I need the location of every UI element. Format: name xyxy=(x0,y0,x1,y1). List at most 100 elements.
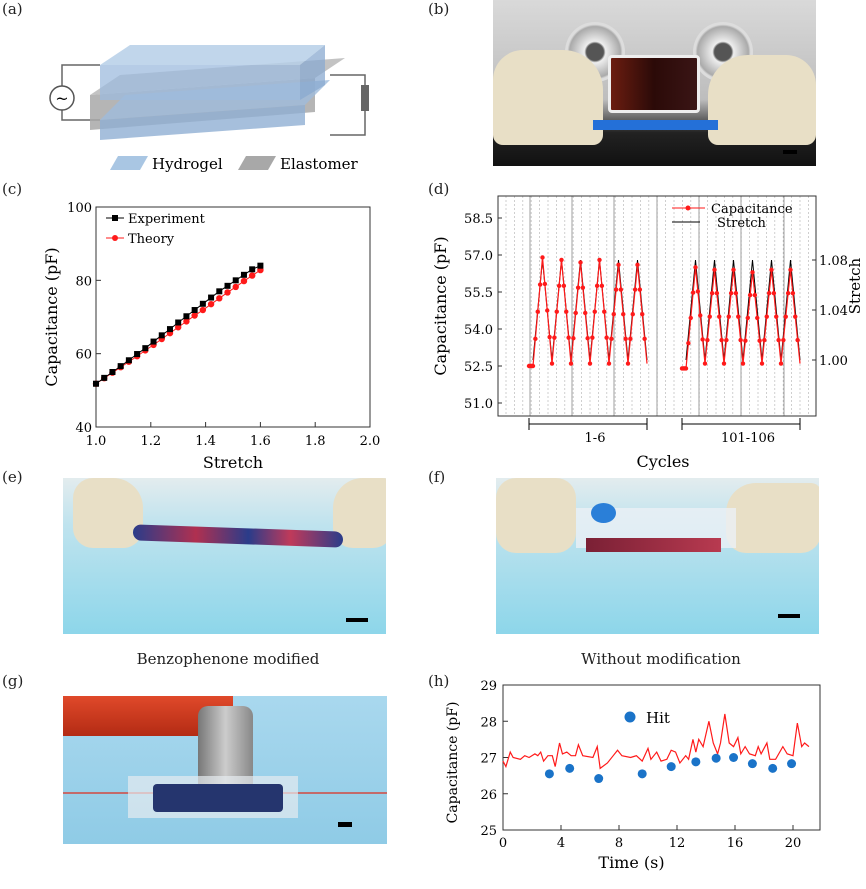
panel-label-g: (g) xyxy=(2,672,24,690)
hit-point xyxy=(594,774,604,784)
hydrogel-legend-swatch xyxy=(110,156,148,170)
capacitance-point xyxy=(705,337,710,343)
data-point xyxy=(199,300,206,307)
legend-hydrogel: Hydrogel xyxy=(152,155,223,173)
sensor-schematic: ~ Hydrogel Elastomer xyxy=(49,45,369,173)
capacitance-point xyxy=(747,292,753,298)
data-point xyxy=(240,277,248,285)
x-axis-label: Stretch xyxy=(203,453,263,470)
x-tick-label: 4 xyxy=(557,836,565,851)
chart-h-hammer-hits: 0 4 8 12 16 20 25 26 27 28 29 Time (s) Capacitance (… xyxy=(445,680,821,872)
panel-label-d: (d) xyxy=(428,180,450,198)
capacitance-point xyxy=(556,283,562,289)
capacitance-point xyxy=(783,314,788,319)
scale-bar xyxy=(778,614,800,618)
capacitance-point xyxy=(785,291,791,296)
capacitance-point xyxy=(721,361,727,366)
hit-point xyxy=(544,769,554,779)
plot-frame xyxy=(95,206,371,428)
data-point xyxy=(109,369,116,375)
capacitance-point xyxy=(635,262,640,268)
y2-tick-label: 1.04 xyxy=(819,304,848,319)
panel-label-a: (a) xyxy=(2,0,23,18)
y-tick-label: 60 xyxy=(75,348,92,363)
capacitance-point xyxy=(731,267,736,272)
capacitance-point xyxy=(625,361,631,366)
capacitance-point xyxy=(755,315,760,321)
capacitance-point xyxy=(790,291,796,296)
data-point xyxy=(216,288,223,295)
capacitance-point xyxy=(714,291,720,296)
data-point xyxy=(183,318,190,325)
capacitance-point xyxy=(552,335,557,340)
capacitance-point xyxy=(764,314,769,319)
legend-elastomer: Elastomer xyxy=(280,155,359,173)
capacitance-point xyxy=(602,309,607,314)
capacitance-point xyxy=(640,312,645,317)
capacitance-point xyxy=(717,314,722,319)
capacitance-point xyxy=(688,315,693,321)
hit-point xyxy=(637,769,647,779)
caption-e: Benzophenone modified xyxy=(136,650,320,668)
capacitance-point xyxy=(566,335,571,340)
legend-marker xyxy=(112,215,118,221)
y-tick-label: 52.5 xyxy=(464,360,493,375)
capacitance-point xyxy=(778,361,784,366)
capacitance-point xyxy=(757,338,762,343)
capacitance-point xyxy=(695,289,701,294)
y-tick-label: 55.5 xyxy=(464,286,493,301)
legend-label: Hit xyxy=(646,709,670,727)
data-point xyxy=(117,363,124,370)
capacitance-point xyxy=(795,337,800,343)
photo-benzophenone-modified xyxy=(63,478,386,634)
capacitance-point xyxy=(547,334,552,340)
capacitance-point xyxy=(575,285,581,290)
y-tick-label: 57.0 xyxy=(464,249,493,264)
capacitance-point xyxy=(554,309,559,314)
capacitance-point xyxy=(537,282,543,287)
capacitance-point xyxy=(599,283,605,289)
hit-point xyxy=(711,753,721,763)
data-point xyxy=(257,262,264,269)
photo-without-modification xyxy=(496,478,819,634)
capacitance-point xyxy=(592,309,597,314)
data-point xyxy=(248,272,256,279)
data-point xyxy=(191,312,198,319)
capacitance-point xyxy=(630,312,635,317)
capacitance-point xyxy=(690,290,696,295)
capacitance-point xyxy=(769,267,774,272)
data-point xyxy=(175,324,182,331)
x-tick-label: 8 xyxy=(615,836,623,851)
capacitance-point xyxy=(609,336,614,342)
capacitance-point xyxy=(724,337,729,343)
capacitance-point xyxy=(587,361,593,366)
capacitance-line xyxy=(502,713,810,770)
capacitance-point xyxy=(712,267,717,272)
chart-c-capacitance-vs-stretch: 1.0 1.2 1.4 1.6 1.8 2.0 40 60 80 100 Stretch Capaci… xyxy=(42,201,380,470)
plot-frame xyxy=(497,195,817,417)
x-tick-label: 1.2 xyxy=(140,434,161,449)
capacitance-point xyxy=(733,291,739,296)
legend-label: Capacitance xyxy=(711,202,793,217)
hit-point xyxy=(729,753,739,762)
hit-point xyxy=(565,763,575,773)
legend-marker xyxy=(112,235,118,241)
capacitance-point xyxy=(606,361,612,366)
data-point xyxy=(150,338,157,345)
data-point xyxy=(207,300,215,308)
y-tick-label: 58.5 xyxy=(464,212,493,227)
capacitance-point xyxy=(585,336,590,341)
data-point xyxy=(142,345,149,352)
x-tick-label: 1.0 xyxy=(86,434,107,449)
capacitance-point xyxy=(745,315,750,321)
legend-marker xyxy=(624,711,636,723)
data-point xyxy=(191,307,198,314)
hit-point xyxy=(787,759,797,769)
capacitance-point xyxy=(568,361,574,366)
ac-symbol: ~ xyxy=(55,89,68,108)
hit-point xyxy=(747,759,757,769)
hit-point xyxy=(666,762,676,772)
capacitance-point xyxy=(738,337,743,343)
ac-source-icon xyxy=(49,85,75,111)
scale-bar xyxy=(338,822,352,827)
